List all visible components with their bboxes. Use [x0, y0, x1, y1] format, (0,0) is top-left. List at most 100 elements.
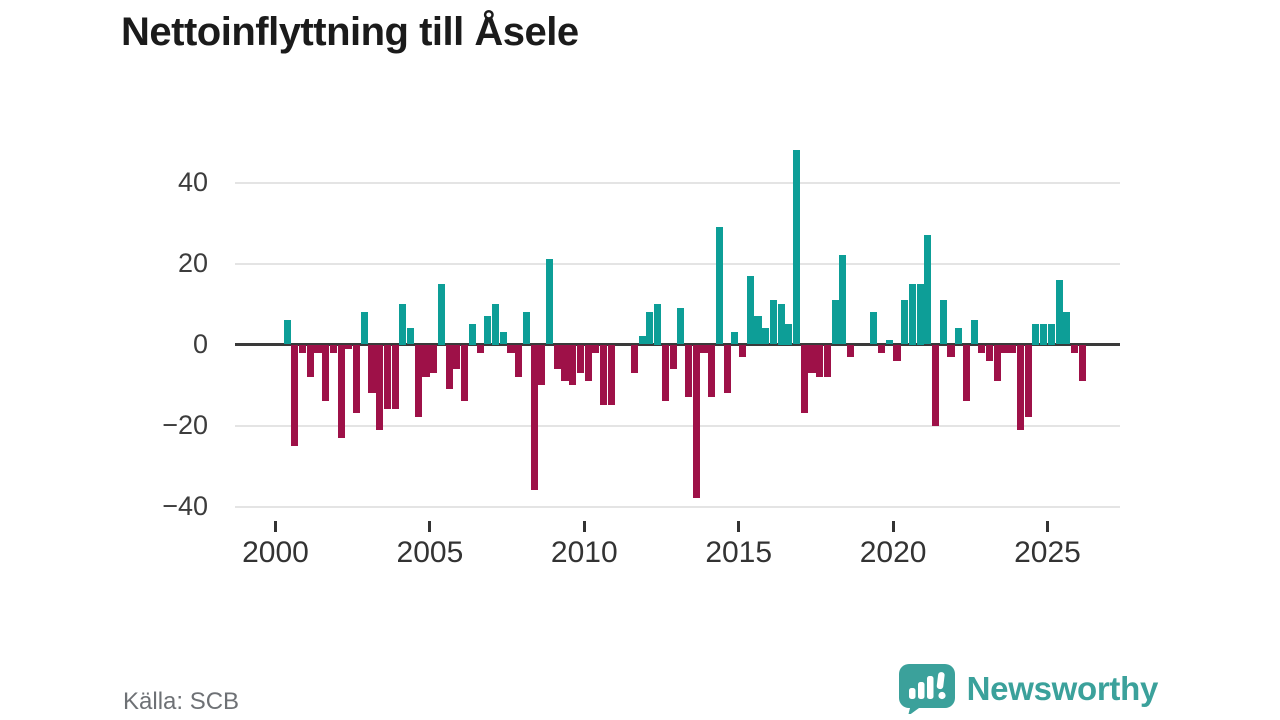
- bar-positive: [522, 312, 530, 345]
- bar-positive: [885, 340, 893, 345]
- bar-negative: [345, 344, 353, 349]
- bar-positive: [769, 299, 777, 345]
- bar-positive: [677, 308, 685, 345]
- bar-negative: [1078, 344, 1086, 381]
- brand-logo: Newsworthy: [898, 664, 1159, 714]
- bar-positive: [1040, 324, 1048, 345]
- bar-negative: [661, 344, 669, 402]
- zero-axis-line: [235, 343, 1120, 346]
- bar-negative: [932, 344, 940, 426]
- bar-positive: [407, 328, 415, 345]
- gridline: [235, 181, 1120, 184]
- bar-negative: [700, 344, 708, 353]
- bar-negative: [1024, 344, 1032, 418]
- bar-positive: [908, 283, 916, 345]
- bar-negative: [383, 344, 391, 410]
- bar-positive: [870, 312, 878, 345]
- bar-positive: [1055, 279, 1063, 345]
- gridline: [235, 424, 1120, 427]
- bar-negative: [538, 344, 546, 385]
- bar-negative: [723, 344, 731, 394]
- bar-negative: [515, 344, 523, 377]
- bar-negative: [306, 344, 314, 377]
- bar-positive: [646, 312, 654, 345]
- bar-positive: [399, 304, 407, 345]
- gridline: [235, 262, 1120, 265]
- bar-positive: [731, 332, 739, 345]
- bar-positive: [754, 316, 762, 345]
- bar-positive: [793, 150, 801, 345]
- bar-negative: [692, 344, 700, 499]
- bar-positive: [715, 227, 723, 345]
- bar-negative: [376, 344, 384, 430]
- y-axis-label: 40: [177, 167, 208, 197]
- bar-negative: [739, 344, 747, 357]
- bar-negative: [314, 344, 322, 353]
- bar-negative: [993, 344, 1001, 381]
- bar-positive: [360, 312, 368, 345]
- bar-positive: [468, 324, 476, 345]
- bar-positive: [916, 283, 924, 345]
- chart-title: Nettoinflyttning till Åsele: [121, 10, 579, 54]
- x-axis-label: 2025: [1014, 536, 1081, 569]
- bar-positive: [839, 255, 847, 345]
- bar-negative: [808, 344, 816, 373]
- y-axis-label: −20: [162, 410, 208, 440]
- bar-negative: [592, 344, 600, 353]
- bar-positive: [1032, 324, 1040, 345]
- bar-positive: [785, 324, 793, 345]
- bar-negative: [445, 344, 453, 390]
- bar-negative: [630, 344, 639, 373]
- brand-name: Newsworthy: [966, 670, 1159, 707]
- bar-positive: [638, 336, 646, 345]
- bar-negative: [414, 344, 422, 418]
- bar-negative: [986, 344, 994, 361]
- bar-negative: [353, 344, 361, 414]
- bar-negative: [422, 344, 430, 377]
- bar-negative: [947, 344, 955, 357]
- source-caption: Källa: SCB: [123, 688, 240, 715]
- bar-negative: [978, 344, 986, 353]
- bar-negative: [507, 344, 515, 353]
- bar-positive: [491, 304, 500, 345]
- x-axis-label: 2015: [705, 536, 773, 569]
- bar-negative: [669, 344, 677, 369]
- bar-positive: [499, 332, 507, 345]
- bar-positive: [970, 320, 978, 345]
- bar-negative: [461, 344, 469, 402]
- bar-negative: [561, 344, 569, 381]
- bar-positive: [1063, 312, 1071, 345]
- y-axis-label: −40: [162, 491, 208, 521]
- bar-negative: [530, 344, 538, 491]
- bar-negative: [816, 344, 824, 377]
- bar-negative: [877, 344, 886, 353]
- y-axis-label: 0: [192, 329, 208, 359]
- x-axis-tick: [737, 521, 741, 532]
- bar-negative: [1070, 344, 1079, 353]
- bar-negative: [476, 344, 484, 353]
- bar-negative: [584, 344, 592, 381]
- bar-positive: [762, 328, 770, 345]
- bar-negative: [607, 344, 615, 406]
- bar-negative: [684, 344, 693, 398]
- bar-negative: [708, 344, 716, 398]
- bar-negative: [1009, 344, 1017, 353]
- bar-positive: [939, 299, 947, 345]
- bar-negative: [430, 344, 438, 373]
- bar-positive: [955, 328, 963, 345]
- bar-negative: [962, 344, 970, 402]
- bar-positive: [484, 316, 492, 345]
- bar-negative: [576, 344, 584, 373]
- x-axis-tick: [1046, 521, 1049, 532]
- x-axis-tick: [428, 521, 432, 532]
- x-axis-label: 2005: [396, 536, 464, 569]
- newsworthy-icon: [898, 664, 955, 714]
- bar-negative: [329, 344, 337, 353]
- bar-negative: [553, 344, 561, 369]
- bar-negative: [391, 344, 399, 410]
- y-axis-label: 20: [177, 248, 208, 278]
- x-axis-tick: [891, 521, 895, 532]
- bar-negative: [291, 344, 299, 446]
- bar-negative: [337, 344, 345, 438]
